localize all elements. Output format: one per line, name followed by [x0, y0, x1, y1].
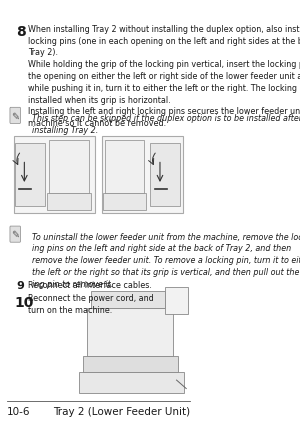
Text: ✎: ✎ [11, 230, 19, 239]
Bar [15, 143, 45, 207]
Text: When installing Tray 2 without installing the duplex option, also install the
lo: When installing Tray 2 without installin… [28, 25, 300, 128]
Text: 10-6: 10-6 [7, 406, 31, 416]
Bar [165, 287, 188, 314]
Text: Reconnect the power cord, and
turn on the machine.: Reconnect the power cord, and turn on th… [28, 294, 153, 314]
Bar [49, 141, 89, 194]
Bar [14, 137, 95, 213]
Bar [102, 137, 183, 213]
Text: ✎: ✎ [11, 111, 19, 121]
Bar [104, 141, 144, 194]
Text: To uninstall the lower feeder unit from the machine, remove the lock-
ing pins o: To uninstall the lower feeder unit from … [32, 232, 300, 288]
Bar [47, 194, 91, 211]
Text: Reconnect all interface cables.: Reconnect all interface cables. [28, 281, 152, 290]
Text: 9: 9 [16, 281, 24, 291]
Text: Tray 2 (Lower Feeder Unit): Tray 2 (Lower Feeder Unit) [53, 406, 190, 416]
FancyBboxPatch shape [10, 227, 20, 243]
Bar [79, 373, 184, 393]
Bar [150, 143, 180, 207]
Bar [83, 357, 178, 373]
FancyBboxPatch shape [10, 108, 20, 124]
Bar [91, 292, 165, 308]
Text: 8: 8 [16, 25, 26, 39]
Bar [87, 308, 172, 357]
Text: This step can be skipped if the duplex option is to be installed after
installin: This step can be skipped if the duplex o… [32, 114, 300, 134]
Text: 10: 10 [14, 296, 33, 310]
Bar [103, 194, 146, 211]
